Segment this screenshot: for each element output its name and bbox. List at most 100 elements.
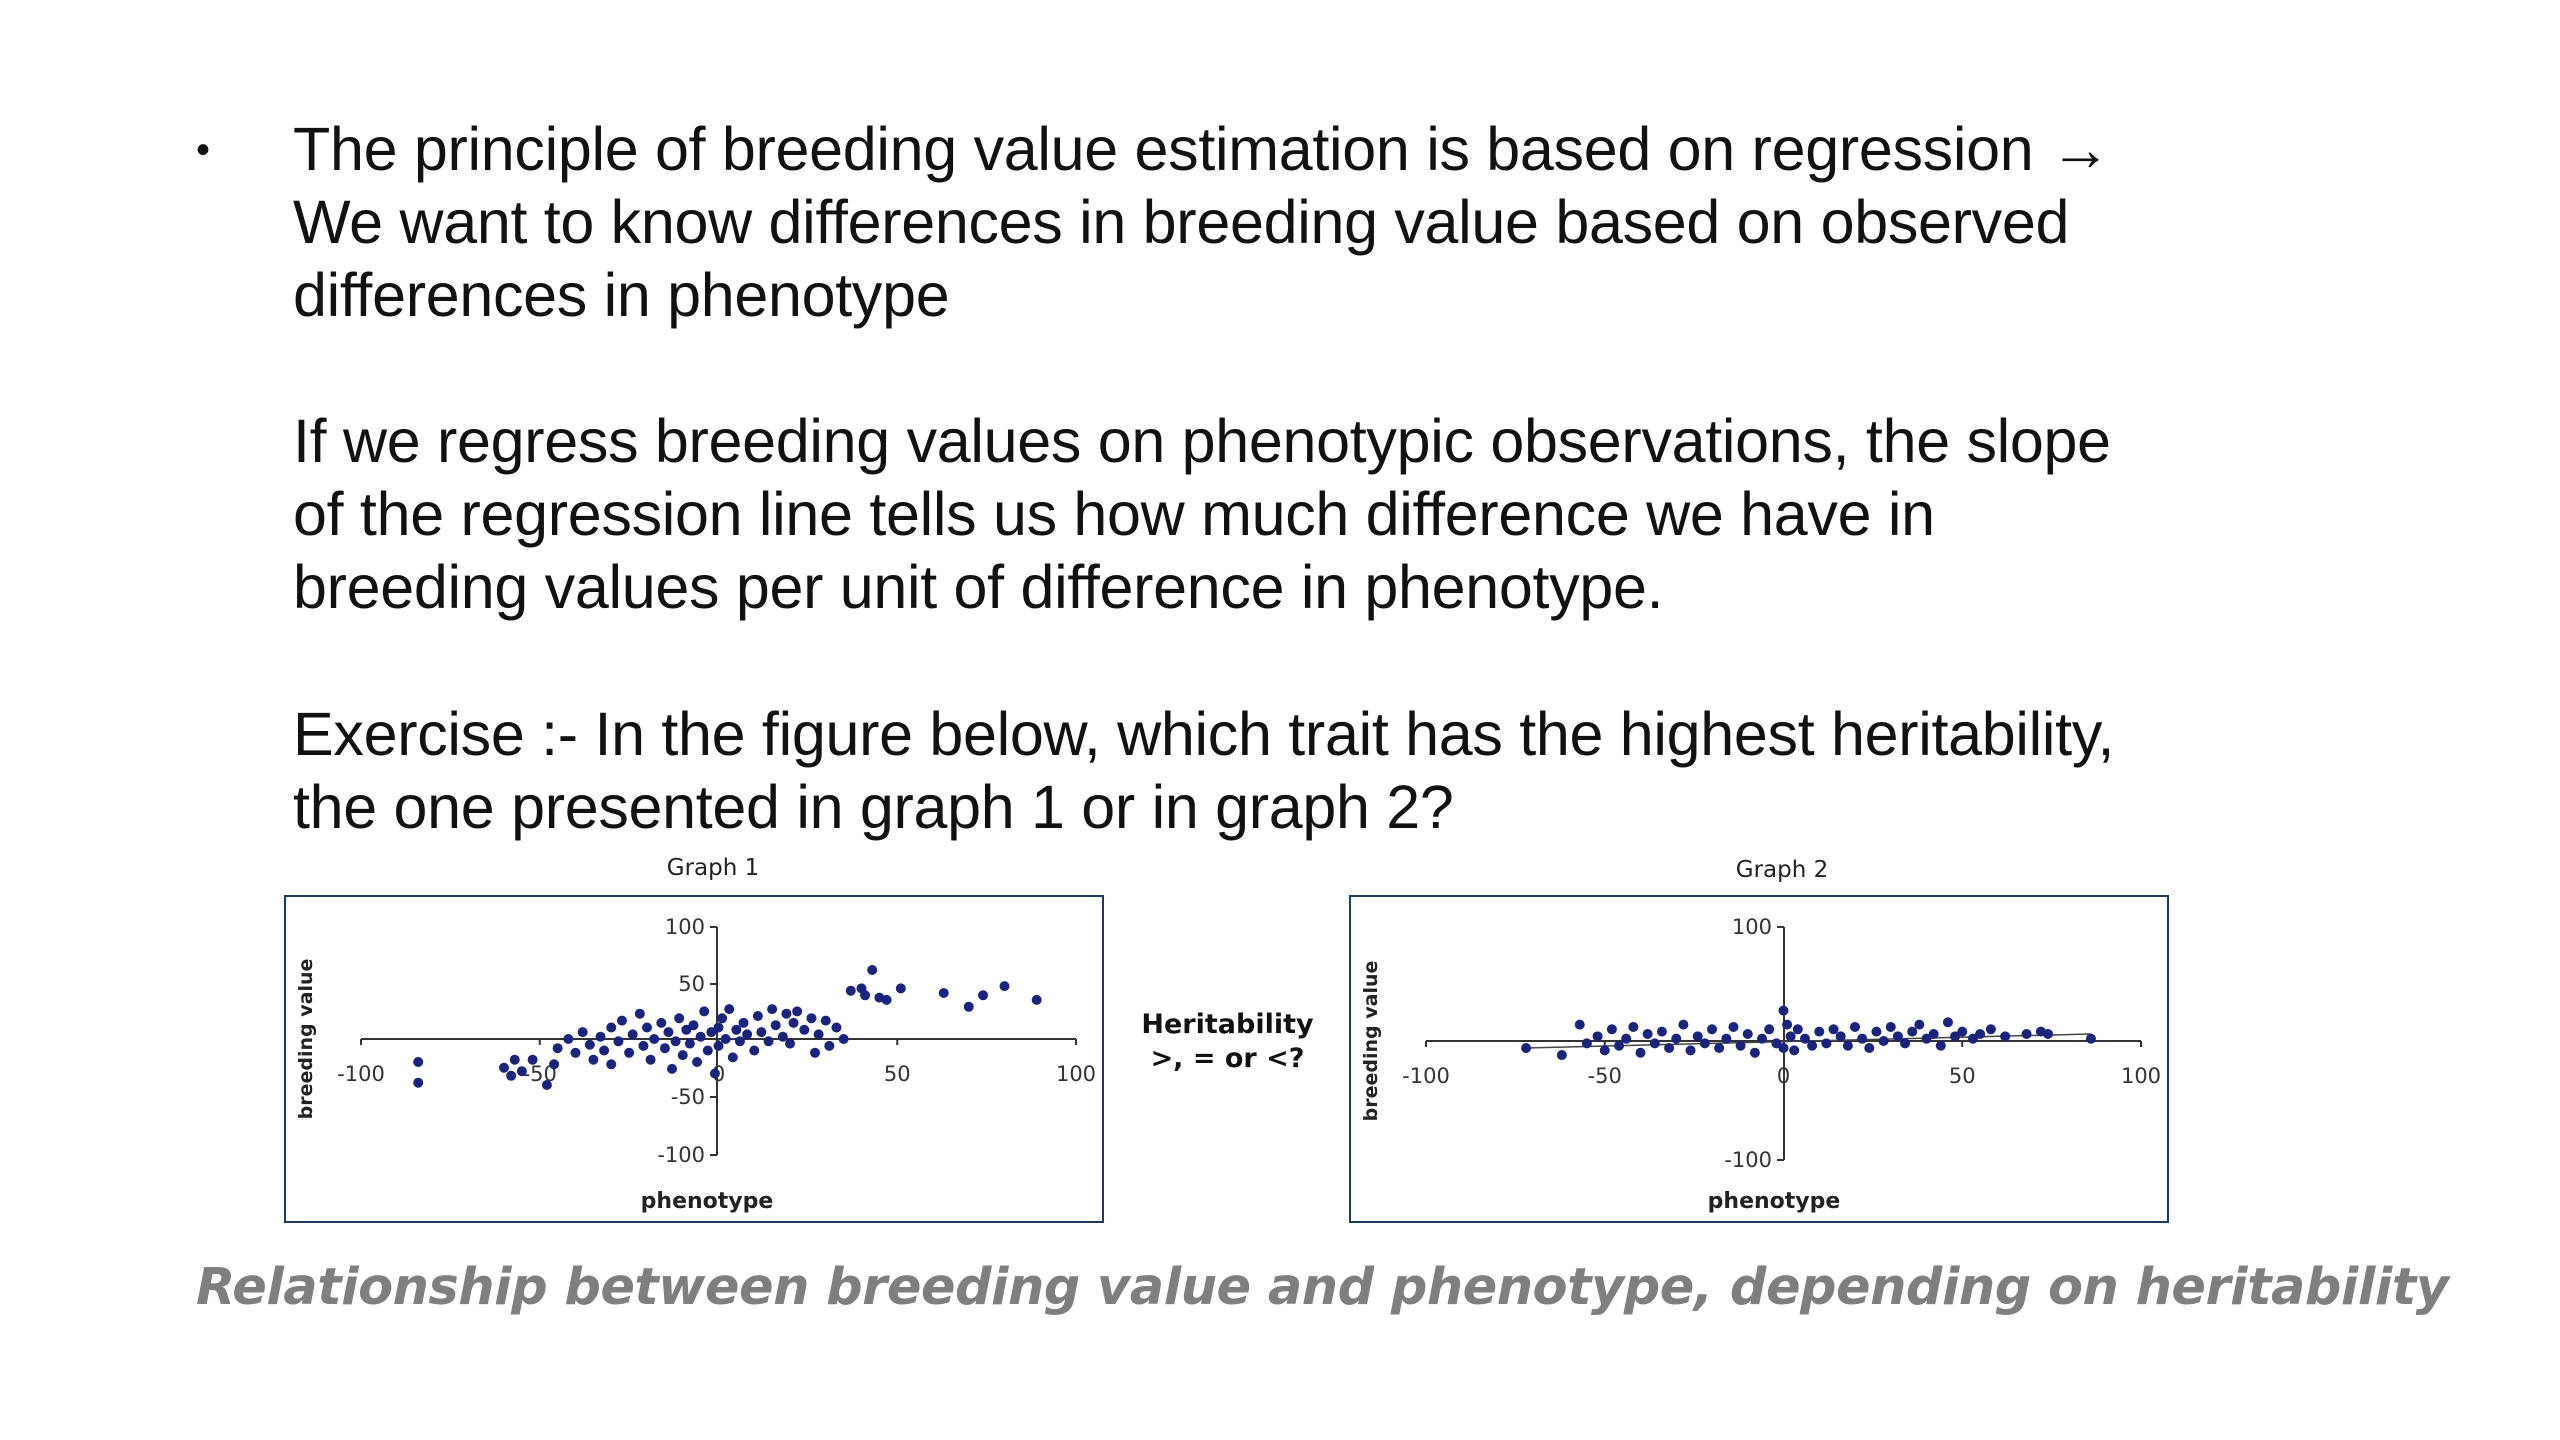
data-point (695, 1031, 706, 1042)
x-tick-label: 100 (2121, 1064, 2161, 1088)
data-point (1942, 1017, 1953, 1028)
data-point (1985, 1024, 1996, 1035)
y-tick-label: 100 (665, 915, 705, 939)
data-point (527, 1054, 538, 1065)
data-point (570, 1047, 581, 1058)
data-point (634, 1008, 645, 1019)
x-axis-label: phenotype (1708, 1189, 1841, 1214)
data-point (824, 1040, 835, 1051)
x-tick-label: -100 (1402, 1064, 1450, 1088)
heritability-question: Heritability >, = or <? (1110, 1008, 1345, 1076)
data-point (645, 1054, 656, 1065)
data-point (599, 1045, 610, 1056)
data-point (1031, 994, 1042, 1005)
data-point (938, 988, 949, 998)
data-point (659, 1043, 670, 1054)
data-point (692, 1057, 703, 1067)
x-tick-label: 50 (1949, 1064, 1976, 1088)
data-point (831, 1022, 842, 1033)
data-point (663, 1027, 674, 1038)
data-point (2000, 1031, 2011, 1042)
data-point (1742, 1028, 1753, 1039)
heritability-label: Heritability (1141, 1009, 1314, 1040)
data-point (541, 1080, 552, 1090)
data-point (1728, 1021, 1739, 1032)
data-point (1975, 1028, 1986, 1039)
graph2-svg: -100 -50 50 100 0 100 -100 phenotype breeding va… (1360, 915, 2161, 1214)
data-point (881, 994, 892, 1005)
data-point (1950, 1031, 1961, 1042)
graph2-chart: -100 -50 50 100 0 100 -100 phenotype breeding va… (1349, 895, 2169, 1223)
data-point (756, 1027, 767, 1038)
data-point (1649, 1038, 1660, 1049)
data-point (781, 1008, 792, 1019)
data-point (509, 1054, 520, 1065)
data-point (613, 1036, 624, 1047)
data-point (860, 990, 871, 1001)
data-point (584, 1039, 595, 1050)
data-point (2043, 1028, 2054, 1039)
data-point (1692, 1031, 1703, 1042)
data-point (724, 1004, 735, 1015)
data-point (820, 1015, 831, 1026)
paragraph-line: Exercise :- In the figure below, which t… (293, 700, 2115, 768)
data-point (1835, 1031, 1846, 1042)
data-point (552, 1043, 563, 1054)
x-tick-label: -100 (337, 1062, 385, 1086)
data-point (742, 1029, 753, 1040)
data-point (1642, 1028, 1653, 1039)
x-tick-label: -50 (1588, 1064, 1622, 1088)
data-point (642, 1022, 652, 1033)
data-point (1521, 1043, 1532, 1054)
data-point (788, 1017, 799, 1028)
x-tick-label: 100 (1056, 1062, 1096, 1086)
data-point (1714, 1043, 1725, 1054)
data-point (1707, 1024, 1717, 1035)
figure-caption: Relationship between breeding value and … (196, 1258, 2449, 1317)
data-point (2021, 1028, 2032, 1039)
data-point (1685, 1045, 1696, 1056)
paragraph-line: differences in phenotype (293, 261, 950, 329)
data-point (717, 1013, 728, 1024)
data-point (767, 1004, 778, 1015)
data-point (606, 1059, 617, 1070)
paragraph-line: breeding values per unit of difference i… (293, 553, 1664, 621)
data-point (770, 1020, 781, 1031)
data-point (1900, 1038, 1911, 1049)
data-point (616, 1015, 627, 1026)
paragraph-line: of the regression line tells us how much… (293, 480, 1935, 548)
data-point (763, 1036, 774, 1047)
data-point (749, 1045, 760, 1056)
y-axis-label: breeding value (1360, 961, 1382, 1122)
data-point (1678, 1019, 1689, 1030)
data-point (684, 1038, 695, 1049)
data-point (1799, 1033, 1810, 1044)
data-point (627, 1029, 638, 1040)
data-point (845, 985, 856, 996)
data-point (1921, 1033, 1932, 1044)
data-point (1764, 1024, 1775, 1035)
y-tick-label: -50 (671, 1085, 705, 1109)
data-point (670, 1036, 681, 1047)
data-point (506, 1070, 517, 1081)
data-point (1878, 1036, 1889, 1046)
data-point (549, 1059, 560, 1070)
data-point (702, 1045, 713, 1056)
data-point (785, 1038, 795, 1049)
data-point (1789, 1045, 1800, 1056)
data-point (681, 1024, 692, 1035)
data-point (688, 1020, 699, 1031)
data-point (413, 1077, 424, 1088)
paragraph-regression-slope: If we regress breeding values on phenoty… (293, 405, 2413, 624)
paragraph-exercise: Exercise :- In the figure below, which t… (293, 698, 2413, 844)
data-point (1928, 1028, 1939, 1039)
data-point (588, 1054, 599, 1065)
data-point (963, 1001, 974, 1012)
data-point (1735, 1040, 1746, 1051)
data-point (595, 1031, 606, 1042)
data-point (1857, 1033, 1868, 1044)
graph2-title: Graph 2 (1735, 857, 1829, 883)
data-point (1749, 1047, 1760, 1058)
data-point (1828, 1024, 1839, 1035)
data-point (674, 1013, 685, 1024)
